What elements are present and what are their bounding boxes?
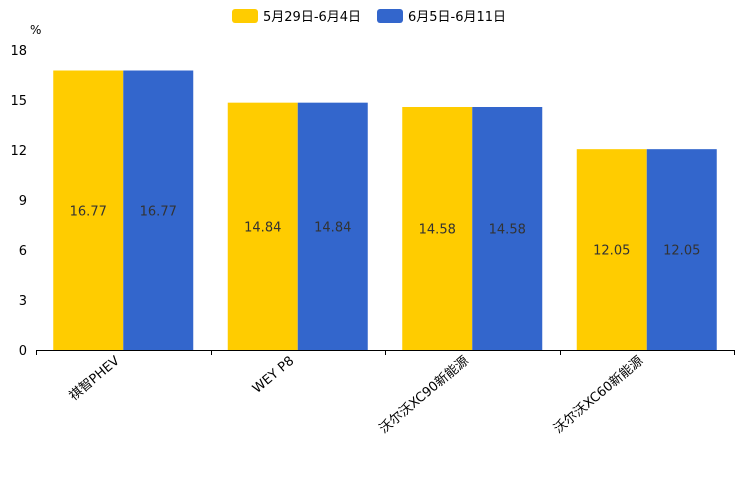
y-tick-label: 6 (19, 244, 27, 259)
bar-value-label: 14.84 (244, 220, 281, 235)
x-category-label: 沃尔沃XC60新能源 (551, 353, 647, 437)
bar-value-label: 14.58 (489, 223, 526, 238)
y-axis: 0 3 6 9 12 15 18 (10, 44, 27, 359)
bar-value-label: 16.77 (70, 204, 107, 219)
x-category-label: 沃尔沃XC90新能源 (376, 353, 472, 437)
bar-value-label: 14.84 (314, 220, 351, 235)
bar-series1-1 (53, 70, 124, 350)
bar-series2-3 (472, 107, 543, 350)
bar-series2-4 (646, 149, 717, 350)
bar-series2-2 (297, 102, 368, 351)
bar-series1-3 (402, 107, 473, 350)
bar-value-label: 14.58 (419, 223, 456, 238)
legend: 5月29日-6月4日 6月5日-6月11日 (232, 9, 506, 25)
bar-series1-4 (576, 149, 647, 350)
bar-value-label: 12.05 (593, 244, 630, 259)
x-category-label: 祺智PHEV (67, 354, 123, 405)
bar-value-label: 16.77 (140, 204, 177, 219)
x-axis: 祺智PHEV WEY P8 沃尔沃XC90新能源 沃尔沃XC60新能源 (36, 350, 735, 437)
y-tick-label: 18 (10, 44, 27, 59)
y-tick-label: 9 (19, 194, 27, 209)
legend-swatch-1 (232, 9, 258, 23)
y-tick-label: 12 (10, 144, 27, 159)
bar-series1-2 (227, 102, 298, 351)
bar-value-label: 12.05 (663, 244, 700, 259)
bar-series2-1 (123, 70, 194, 350)
data-labels: 16.77 16.77 14.84 14.84 14.58 14.58 12.05 12.05 (70, 204, 701, 258)
legend-label-1: 5月29日-6月4日 (263, 10, 361, 25)
legend-swatch-2 (377, 9, 403, 23)
y-axis-unit-label: % (30, 23, 41, 37)
x-category-label: WEY P8 (250, 354, 297, 397)
legend-label-2: 6月5日-6月11日 (408, 10, 506, 25)
bars (53, 70, 717, 351)
y-tick-label: 15 (10, 94, 27, 109)
y-tick-label: 3 (19, 294, 27, 309)
y-tick-label: 0 (19, 344, 27, 359)
